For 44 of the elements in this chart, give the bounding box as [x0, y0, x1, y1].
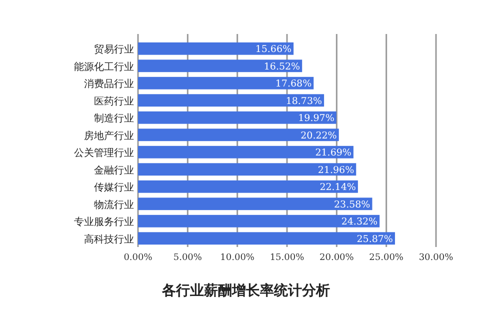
- data-label: 18.73%: [286, 96, 322, 107]
- data-label: 23.58%: [334, 199, 370, 210]
- y-tick-label: 物流行业: [94, 198, 134, 211]
- bar: [138, 60, 302, 72]
- bar: [138, 146, 354, 158]
- data-label: 25.87%: [356, 234, 393, 245]
- bar: [138, 180, 358, 193]
- bar: [138, 111, 336, 124]
- x-tick-label: 25.00%: [369, 253, 404, 263]
- y-tick-label: 高科技行业: [84, 233, 134, 246]
- x-tick-label: 0.00%: [124, 253, 153, 263]
- y-tick-label: 能源化工行业: [74, 60, 134, 73]
- y-tick-label: 消费品行业: [84, 78, 134, 90]
- data-label: 16.52%: [264, 61, 300, 72]
- y-tick-label: 房地产行业: [84, 130, 134, 142]
- data-label: 19.97%: [298, 113, 334, 124]
- data-label: 21.96%: [318, 164, 354, 176]
- bar: [138, 163, 356, 176]
- y-tick-label: 贸易行业: [94, 44, 134, 56]
- data-label: 20.22%: [300, 130, 337, 142]
- y-tick-label: 公关管理行业: [74, 147, 134, 160]
- y-tick-label: 医药行业: [94, 95, 134, 108]
- bar: [138, 94, 324, 107]
- text: 各行业薪酬增长率统计分析: [161, 282, 330, 299]
- x-tick-label: 30.00%: [418, 253, 454, 263]
- x-tick-label: 5.00%: [173, 253, 202, 263]
- bar: [138, 214, 380, 228]
- bar: [138, 128, 339, 142]
- y-tick-label: 金融行业: [94, 164, 134, 176]
- bar: [138, 232, 395, 245]
- bar: [138, 76, 314, 90]
- data-label: 17.68%: [275, 78, 312, 90]
- x-tick-label: 10.00%: [220, 253, 255, 263]
- bar: [138, 42, 294, 55]
- data-label: 24.32%: [341, 216, 378, 228]
- data-label: 21.69%: [315, 148, 352, 159]
- y-tick-label: 传媒行业: [94, 182, 134, 194]
- data-label: 15.66%: [255, 44, 292, 56]
- y-tick-label: 制造行业: [94, 112, 134, 125]
- bar: [138, 198, 372, 210]
- x-tick-label: 20.00%: [320, 253, 354, 263]
- y-tick-label: 专业服务行业: [74, 216, 134, 228]
- x-tick-label: 15.00%: [270, 253, 305, 263]
- data-label: 22.14%: [320, 182, 356, 194]
